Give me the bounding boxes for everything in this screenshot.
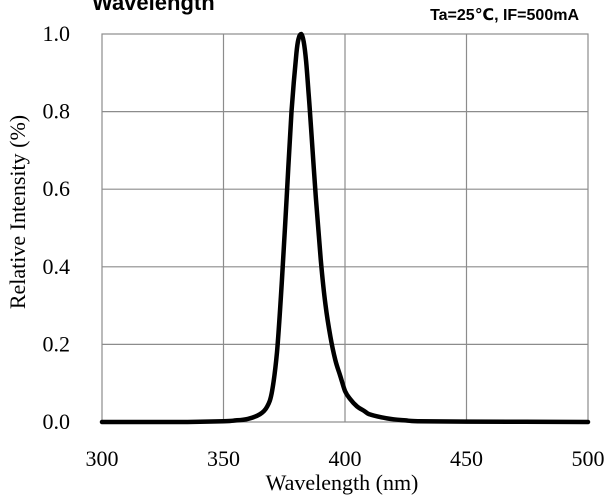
chart-title: Wavelength: [92, 0, 215, 15]
grid-lines: [102, 34, 588, 422]
series-line-relative-intensity: [99, 31, 591, 425]
y-axis-title: Relative Intensity (%): [5, 115, 30, 309]
x-tick-label: 500: [572, 446, 605, 471]
y-tick-label: 0.4: [43, 254, 71, 279]
x-tick-labels: 300 350 400 450 500: [86, 446, 605, 471]
x-axis-title: Wavelength (nm): [266, 470, 419, 495]
y-tick-label: 0.2: [43, 331, 71, 356]
plot-frame: [101, 33, 589, 423]
test-condition: Ta=25℃, IF=500mA: [430, 7, 579, 24]
x-tick-label: 450: [450, 446, 483, 471]
y-tick-label: 0.8: [43, 99, 71, 124]
y-tick-label: 0.6: [43, 176, 71, 201]
y-tick-label: 0.0: [43, 409, 71, 434]
y-tick-labels: 0.0 0.2 0.4 0.6 0.8 1.0: [43, 21, 71, 434]
y-tick-label: 1.0: [43, 21, 71, 46]
x-tick-label: 400: [329, 446, 362, 471]
x-tick-label: 350: [207, 446, 240, 471]
x-tick-label: 300: [86, 446, 119, 471]
